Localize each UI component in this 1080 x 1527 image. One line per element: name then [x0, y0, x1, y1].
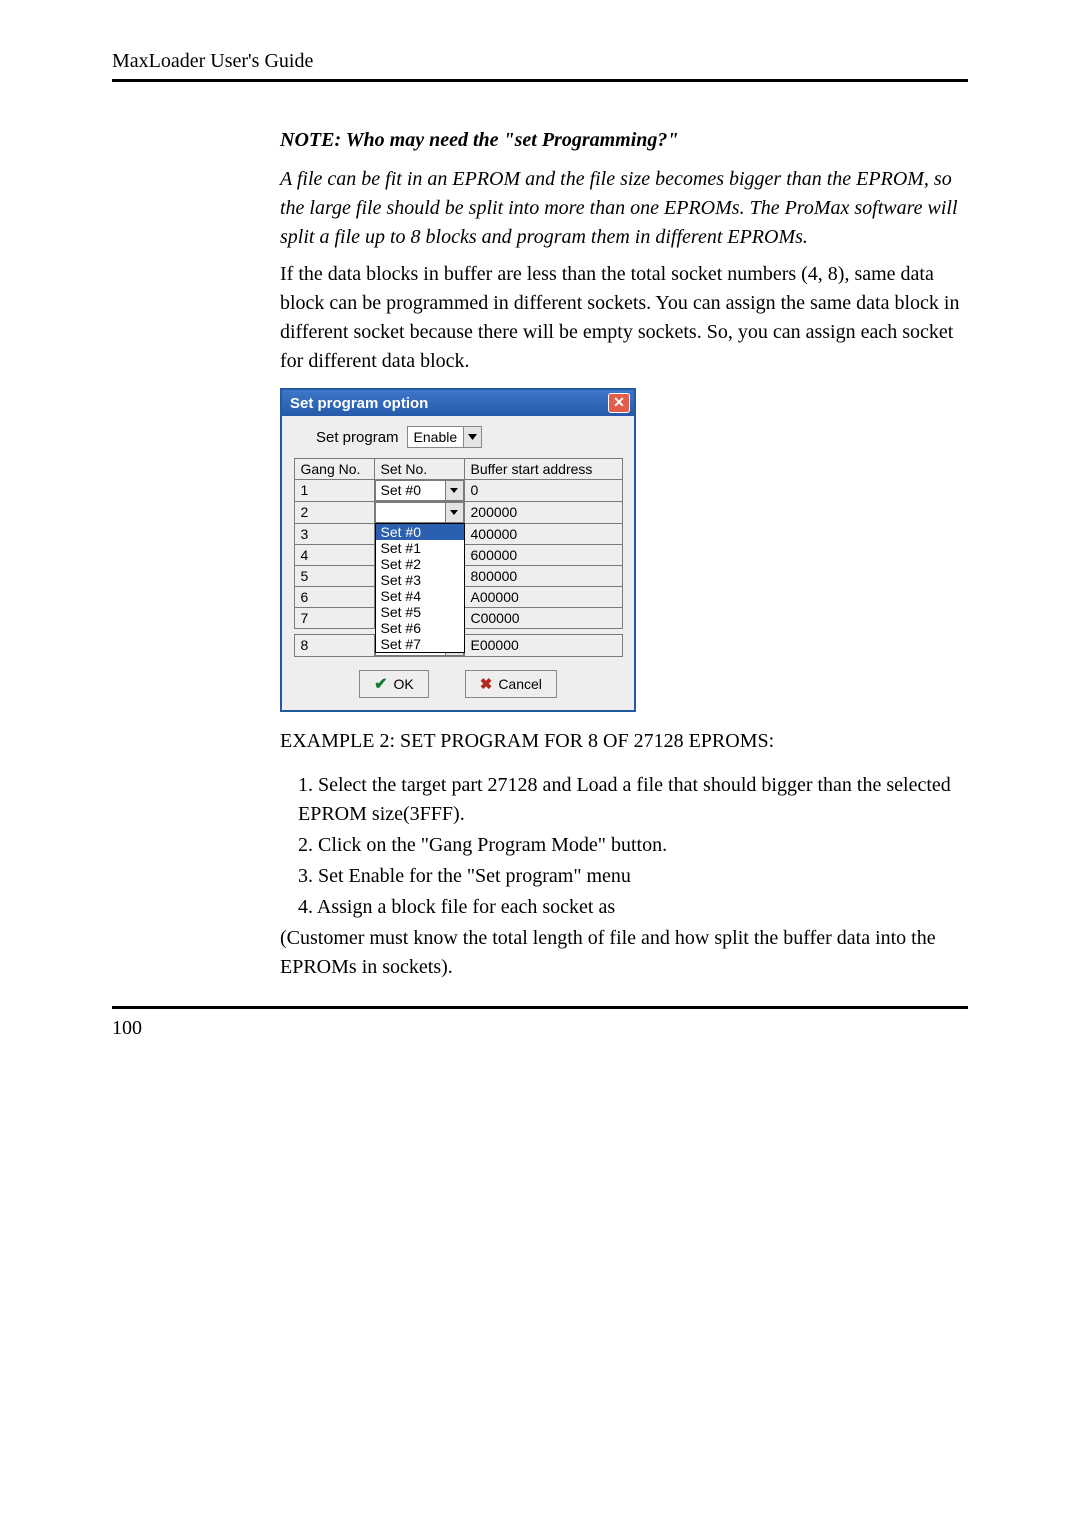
close-button[interactable]: ✕: [608, 393, 630, 413]
step-2: 2. Click on the "Gang Program Mode" butt…: [298, 831, 968, 860]
col-header-gang: Gang No.: [294, 458, 375, 480]
chevron-down-icon: [445, 481, 463, 500]
dropdown-item[interactable]: Set #2: [376, 556, 464, 572]
set-program-label: Set program: [316, 429, 399, 446]
set-cell[interactable]: Set #0: [374, 479, 465, 502]
paren-note: (Customer must know the total length of …: [280, 924, 968, 982]
chevron-down-icon: [463, 427, 481, 447]
dropdown-item[interactable]: Set #0: [376, 524, 464, 540]
gang-cell: 3: [294, 523, 375, 545]
set-program-dialog: Set program option ✕ Set program Enable: [280, 388, 636, 712]
gang-cell: 5: [294, 565, 375, 587]
gang-cell: 2: [294, 501, 375, 524]
body-paragraph: If the data blocks in buffer are less th…: [280, 260, 968, 376]
dialog-titlebar: Set program option ✕: [282, 390, 634, 416]
page-number: 100: [112, 1017, 968, 1040]
set-value: [376, 503, 445, 522]
cancel-label: Cancel: [498, 676, 542, 692]
gang-cell: 7: [294, 607, 375, 629]
dropdown-item[interactable]: Set #5: [376, 604, 464, 620]
dropdown-item[interactable]: Set #6: [376, 620, 464, 636]
addr-cell: C00000: [464, 607, 623, 629]
gang-cell: 1: [294, 479, 375, 502]
step-4: 4. Assign a block file for each socket a…: [298, 893, 968, 922]
addr-cell: E00000: [464, 634, 623, 657]
addr-cell: 0: [464, 479, 623, 502]
note-heading: NOTE: Who may need the "set Programming?…: [280, 126, 968, 155]
addr-cell: 400000: [464, 523, 623, 545]
addr-cell: 800000: [464, 565, 623, 587]
step-1: 1. Select the target part 27128 and Load…: [298, 771, 968, 829]
ok-button[interactable]: ✔ OK: [359, 670, 429, 698]
gang-cell: 6: [294, 586, 375, 608]
addr-cell: 200000: [464, 501, 623, 524]
gang-cell: 8: [294, 634, 375, 657]
col-header-set: Set No.: [374, 458, 465, 480]
footer-rule: [112, 1006, 968, 1009]
close-icon: ✕: [613, 394, 625, 410]
ok-label: OK: [394, 676, 414, 692]
dropdown-item[interactable]: Set #7: [376, 636, 464, 652]
dropdown-item[interactable]: Set #3: [376, 572, 464, 588]
col-header-addr: Buffer start address: [464, 458, 623, 480]
check-icon: ✔: [374, 674, 387, 694]
set-program-value: Enable: [408, 429, 464, 445]
step-3: 3. Set Enable for the "Set program" menu: [298, 862, 968, 891]
cancel-button[interactable]: ✖ Cancel: [465, 670, 557, 698]
set-program-combo[interactable]: Enable: [407, 426, 483, 448]
set-value: Set #0: [376, 481, 445, 500]
table-row: 2 Set #0 Set #1 Set #2 S: [294, 501, 626, 523]
addr-cell: 600000: [464, 544, 623, 566]
dialog-title: Set program option: [290, 395, 428, 412]
header-rule: [112, 79, 968, 82]
example-title: EXAMPLE 2: SET PROGRAM FOR 8 OF 27128 EP…: [280, 730, 968, 753]
dropdown-item[interactable]: Set #1: [376, 540, 464, 556]
set-dropdown-list[interactable]: Set #0 Set #1 Set #2 Set #3 Set #4 Set #…: [375, 523, 465, 653]
dropdown-item[interactable]: Set #4: [376, 588, 464, 604]
gang-cell: 4: [294, 544, 375, 566]
x-icon: ✖: [480, 675, 493, 693]
page-header-title: MaxLoader User's Guide: [112, 50, 968, 73]
set-cell[interactable]: Set #0 Set #1 Set #2 Set #3 Set #4 Set #…: [374, 501, 465, 524]
table-row: 1 Set #0 0: [294, 479, 626, 501]
gang-table: Gang No. Set No. Buffer start address 1 …: [294, 458, 626, 656]
chevron-down-icon: [445, 503, 463, 522]
addr-cell: A00000: [464, 586, 623, 608]
note-paragraph: A file can be fit in an EPROM and the fi…: [280, 165, 968, 252]
